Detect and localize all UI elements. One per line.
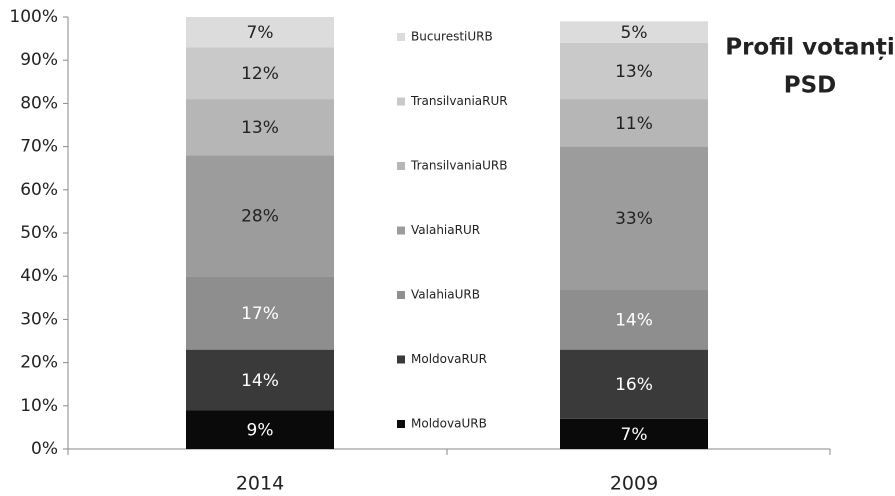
- bar-segment: [560, 42, 708, 100]
- bar-segment: [560, 289, 708, 350]
- bar-segment: [186, 99, 334, 156]
- value-label: 13%: [615, 62, 653, 82]
- value-label: 33%: [615, 209, 653, 229]
- y-tick-label: 100%: [9, 7, 58, 27]
- value-label: 17%: [241, 304, 279, 324]
- value-label: 14%: [241, 371, 279, 391]
- bar-segment: [186, 47, 334, 100]
- value-label: 7%: [621, 425, 648, 445]
- x-tick-label: 2014: [236, 473, 284, 495]
- value-label: 12%: [241, 64, 279, 84]
- bar-segment: [186, 349, 334, 411]
- legend-label: ValahiaRUR: [411, 223, 480, 237]
- x-tick-label: 2009: [610, 473, 658, 495]
- legend-swatch: [397, 355, 405, 364]
- y-tick-label: 0%: [31, 439, 58, 459]
- legend-label: TransilvaniaRUR: [410, 94, 508, 108]
- bar-segment: [186, 410, 334, 449]
- legend-label: ValahiaURB: [411, 288, 480, 302]
- value-label: 14%: [615, 310, 653, 330]
- y-tick-label: 20%: [20, 353, 58, 373]
- y-tick-label: 30%: [20, 309, 58, 329]
- bar-segment: [186, 17, 334, 48]
- value-label: 7%: [247, 23, 274, 43]
- legend-swatch: [397, 420, 405, 428]
- legend-swatch: [397, 226, 405, 235]
- y-tick-label: 70%: [20, 137, 58, 157]
- legend-swatch: [397, 33, 405, 41]
- bar-segment: [186, 155, 334, 277]
- value-label: 16%: [615, 375, 653, 395]
- legend-swatch: [397, 97, 405, 106]
- bar-segment: [560, 99, 708, 147]
- bar-segment: [186, 276, 334, 350]
- y-tick-label: 90%: [20, 50, 58, 70]
- bar-segment: [560, 21, 708, 43]
- y-tick-label: 60%: [20, 180, 58, 200]
- value-label: 28%: [241, 207, 279, 227]
- y-tick-label: 40%: [20, 266, 58, 286]
- legend-label: BucurestiURB: [411, 30, 493, 44]
- legend-swatch: [397, 291, 405, 299]
- legend-label: MoldovaURB: [411, 417, 487, 431]
- y-tick-label: 50%: [20, 223, 58, 243]
- value-label: 5%: [621, 23, 648, 43]
- legend-label: MoldovaRUR: [411, 352, 487, 366]
- y-tick-label: 10%: [20, 396, 58, 416]
- chart-title: Profil votanți: [725, 35, 895, 61]
- y-tick-label: 80%: [20, 93, 58, 113]
- bar-segment: [560, 349, 708, 419]
- chart-title: PSD: [784, 73, 837, 99]
- value-label: 11%: [615, 114, 653, 134]
- legend-label: TransilvaniaURB: [410, 159, 507, 173]
- legend-swatch: [397, 162, 405, 170]
- value-label: 9%: [247, 421, 274, 441]
- bar-segment: [560, 146, 708, 290]
- value-label: 13%: [241, 118, 279, 138]
- bar-segment: [560, 418, 708, 449]
